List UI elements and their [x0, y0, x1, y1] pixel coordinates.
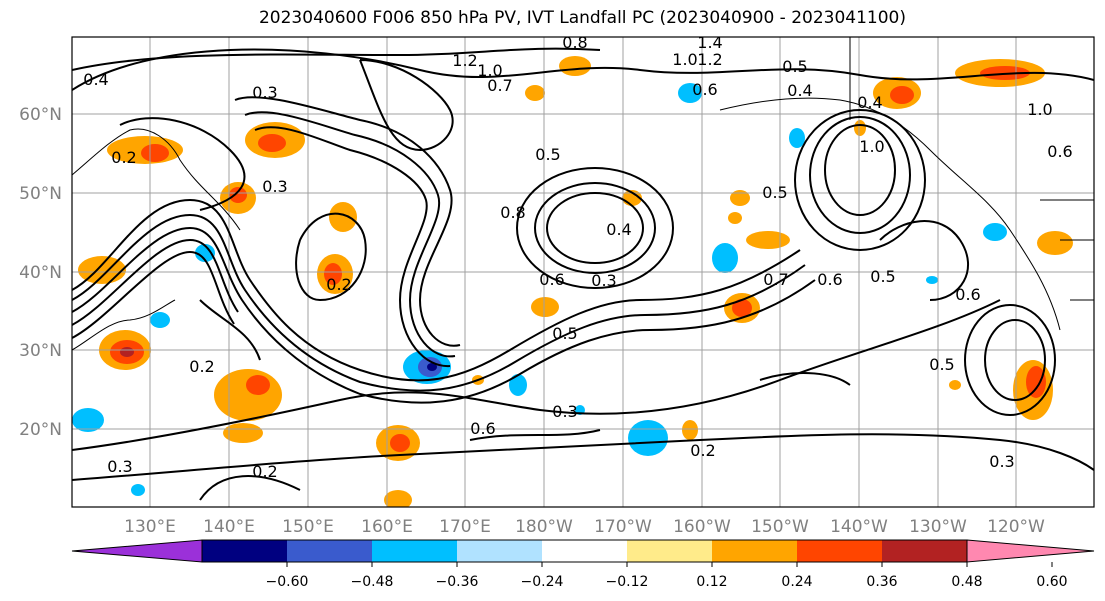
contour-label: 0.4 [606, 220, 631, 239]
colorbar-segment [627, 540, 712, 562]
contour-label: 0.3 [107, 457, 132, 476]
longitude-label: 150°E [282, 517, 334, 537]
contour-label: 0.3 [552, 402, 577, 421]
contour-label: 1.2 [452, 51, 477, 70]
contour-label: 0.2 [111, 148, 136, 167]
longitude-label: 170°W [594, 517, 652, 537]
colorbar-segment [202, 540, 287, 562]
colorbar-tick-label: 0.12 [696, 574, 727, 590]
colorbar-tick-label: 0.60 [1036, 574, 1067, 590]
contour-label: 0.2 [326, 275, 351, 294]
contour-label: 0.6 [539, 270, 564, 289]
colorbar-tick-label: −0.48 [351, 574, 394, 590]
contour-label: 0.6 [1047, 142, 1072, 161]
contour-label: 0.6 [692, 80, 717, 99]
contour-label: 0.4 [83, 70, 108, 89]
contour-label: 0.3 [252, 83, 277, 102]
map-title: 2023040600 F006 850 hPa PV, IVT Landfall… [258, 8, 906, 28]
contour-label: 0.7 [487, 76, 512, 95]
contour-label: 0.5 [552, 324, 577, 343]
contour-label: 0.6 [955, 285, 980, 304]
latitude-label: 40°N [19, 263, 62, 283]
graticule [72, 37, 1094, 507]
contour-label: 0.5 [870, 267, 895, 286]
latitude-label: 20°N [19, 420, 62, 440]
colorbar-tick-label: −0.36 [436, 574, 479, 590]
pv-shading [72, 56, 1073, 507]
contour-label: 1.0 [477, 61, 502, 80]
colorbar-tick-label: 0.48 [951, 574, 982, 590]
colorbar-segment [372, 540, 457, 562]
contour-label: 1.2 [697, 50, 722, 69]
colorbar-tick-label: −0.60 [266, 574, 309, 590]
contour-label: 0.7 [763, 270, 788, 289]
colorbar-segment [712, 540, 797, 562]
colorbar-extend-high [966, 539, 1095, 563]
colorbar-segment [882, 540, 967, 562]
contour-label: 1.0 [1027, 100, 1052, 119]
contour-label: 0.4 [857, 93, 882, 112]
latitude-label: 30°N [19, 341, 62, 361]
longitude-label: 120°W [987, 517, 1045, 537]
colorbar-outline [201, 539, 968, 563]
longitude-label: 150°W [751, 517, 809, 537]
latitude-labels: 60°N 50°N 40°N 30°N 20°N [19, 105, 62, 440]
colorbar-segment [457, 540, 542, 562]
colorbar-segment [287, 540, 372, 562]
map-frame [71, 36, 1095, 508]
colorbar-tick-label: −0.24 [521, 574, 564, 590]
contour-label: 0.5 [929, 355, 954, 374]
contour-label: 1.4 [697, 33, 722, 52]
colorbar: −0.60 −0.48 −0.36 −0.24 −0.12 0.12 0.24 0.36 0.4… [71, 539, 1095, 590]
longitude-label: 180°W [515, 517, 573, 537]
longitude-label: 160°E [361, 517, 413, 537]
longitude-label: 140°W [830, 517, 888, 537]
longitude-label: 140°E [203, 517, 255, 537]
contour-label: 0.2 [252, 462, 277, 481]
contour-label: 0.3 [989, 452, 1014, 471]
contour-label: 0.4 [787, 81, 812, 100]
contour-label: 1.0 [672, 50, 697, 69]
colorbar-tick-label: 0.24 [781, 574, 812, 590]
longitude-label: 130°E [124, 517, 176, 537]
latitude-label: 50°N [19, 184, 62, 204]
longitude-label: 170°E [439, 517, 491, 537]
contour-label: 0.2 [690, 441, 715, 460]
contour-label: 0.6 [817, 270, 842, 289]
contour-label: 0.8 [562, 33, 587, 52]
contour-label: 1.0 [859, 137, 884, 156]
longitude-label: 130°W [909, 517, 967, 537]
coastlines [72, 37, 1094, 351]
colorbar-tick-label: −0.12 [606, 574, 649, 590]
longitude-labels: 130°E 140°E 150°E 160°E 170°E 180°W 170°W 160°W… [124, 517, 1045, 537]
contour-label: 0.5 [535, 145, 560, 164]
colorbar-tick-label: 0.36 [866, 574, 897, 590]
longitude-label: 160°W [673, 517, 731, 537]
colorbar-segment [542, 540, 627, 562]
latitude-label: 60°N [19, 105, 62, 125]
contour-label: 0.5 [782, 57, 807, 76]
contour-label: 0.3 [591, 271, 616, 290]
contour-labels: 0.8 1.41.21.01.21.00.40.3 0.70.50.40.60.41… [83, 33, 1072, 481]
pv-contours [72, 47, 1094, 501]
colorbar-segment [797, 540, 882, 562]
contour-label: 0.2 [189, 357, 214, 376]
contour-label: 0.6 [470, 419, 495, 438]
contour-label: 0.5 [762, 183, 787, 202]
contour-label: 0.8 [500, 203, 525, 222]
colorbar-extend-low [71, 539, 203, 563]
contour-label: 0.3 [262, 177, 287, 196]
